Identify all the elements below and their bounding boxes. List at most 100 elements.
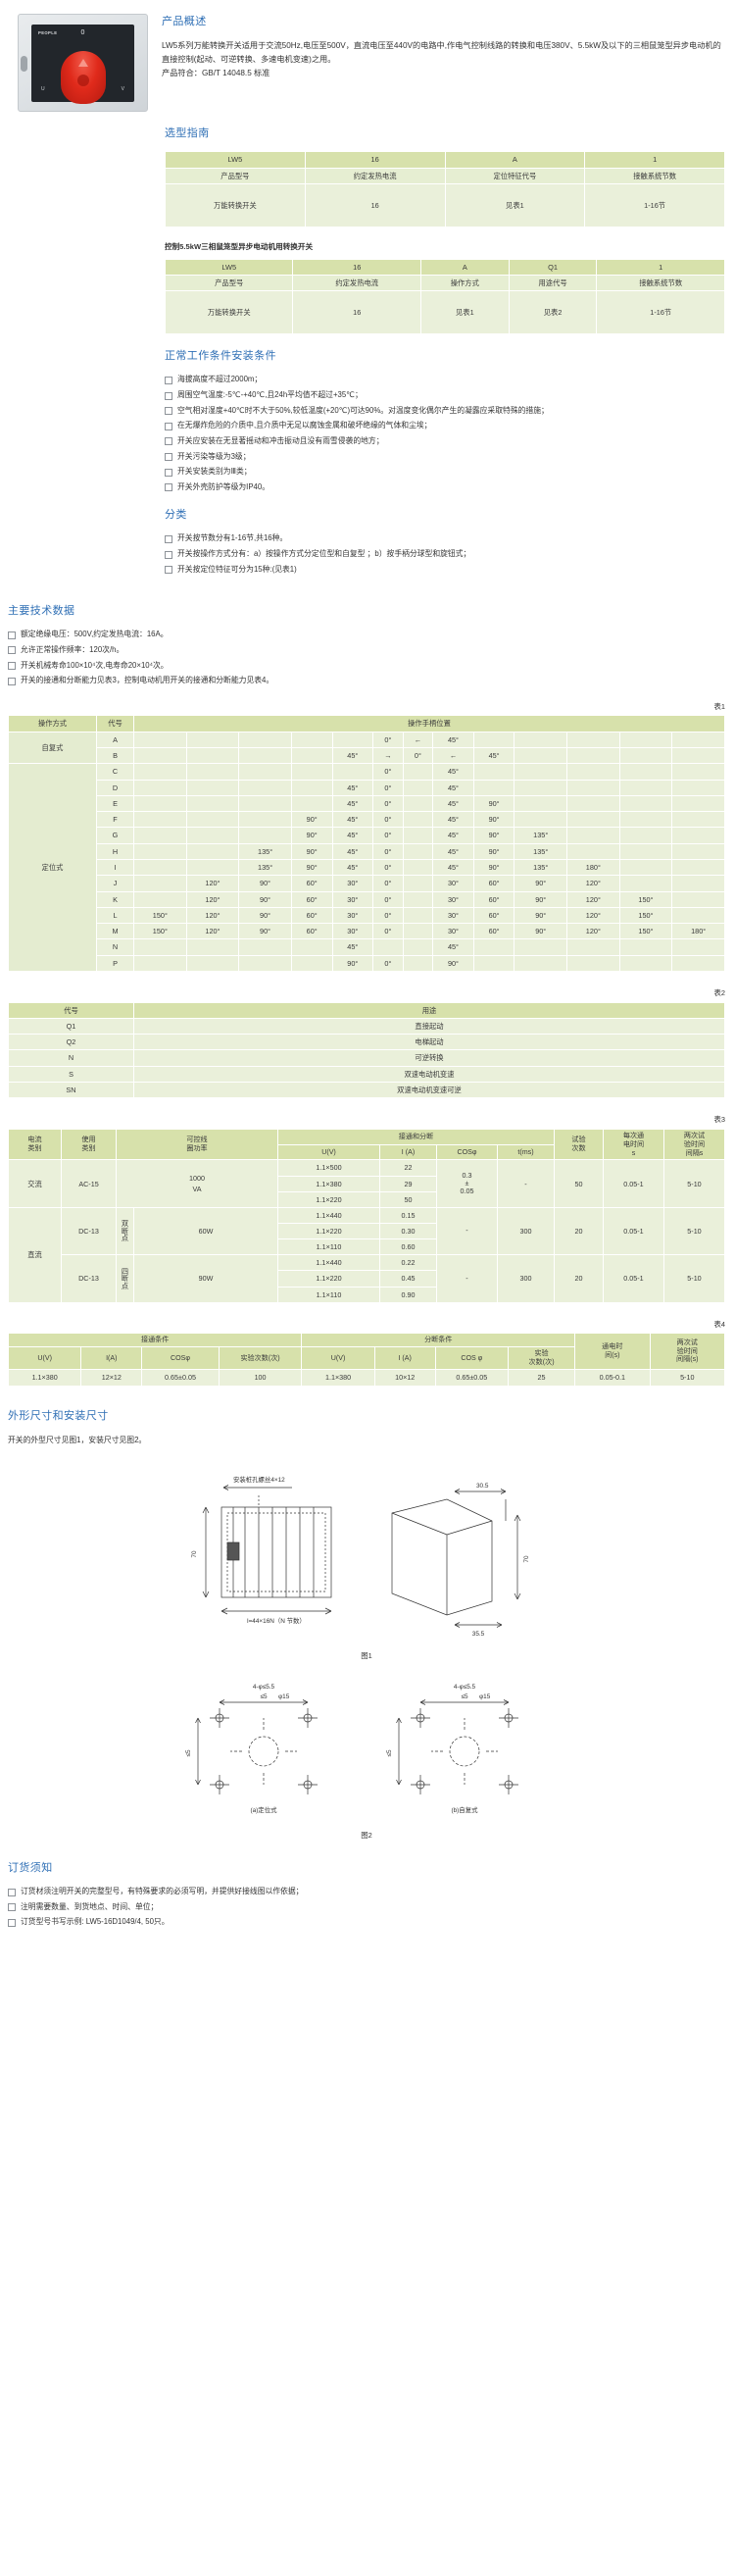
table-row: N 可逆转换 (8, 1049, 725, 1067)
t1-cell: 90° (514, 906, 568, 925)
table4: 接通条件 分断条件 通电时 间(s) 两次试 验时间 间隔(s) U(V) I(A) CO… (7, 1333, 726, 1387)
techdata-title: 主要技术数据 (8, 605, 75, 618)
t3-head-cos: COSφ (436, 1143, 498, 1161)
t4-head-3: 实验次数(次) (218, 1346, 303, 1370)
t1-cell (290, 731, 333, 748)
t1-cell (566, 746, 620, 765)
t1-cell (566, 954, 620, 973)
t1-cell: 0° (372, 890, 404, 908)
t1-cell: 90° (238, 906, 292, 925)
t1-cell: 180° (671, 923, 725, 940)
t3-current-type: 直流 (8, 1206, 62, 1303)
t1-code: H (96, 842, 134, 861)
t1-cell: 45° (472, 746, 515, 765)
conditions-section: 正常工作条件安装条件 海拔高度不超过2000m； 周围空气温度:-5℃-+40℃… (0, 348, 735, 493)
t3-coil-sub: 四断点 (116, 1254, 134, 1303)
fig1-bottom-right-dim: 35.5 (472, 1631, 485, 1638)
t1-cell: 45° (331, 811, 374, 829)
t4-head-7: 实验 次数(次) (507, 1346, 576, 1370)
t1-cell (514, 731, 568, 748)
t1-cell (566, 811, 620, 829)
fig2a-sub-caption: (a)定位式 (251, 1805, 278, 1814)
t3-current: 0.60 (379, 1238, 437, 1256)
table-row: E 45° 0° 45° 90° (9, 794, 725, 813)
t1-cell: 45° (331, 938, 374, 956)
t3-on-time: 0.05-1 (603, 1254, 664, 1303)
t1-cell: 0° (372, 923, 404, 940)
table-row: 1.1×110 0.90 (9, 1286, 725, 1303)
switch-faceplate: PEOPLE 0 U V (31, 25, 134, 104)
t1-cell (238, 827, 292, 844)
figure-2-caption: 图2 (361, 1830, 372, 1840)
table4-number: 表4 (713, 1319, 725, 1329)
sel2-value-4: 1-16节 (596, 290, 725, 335)
table-row: K 120° 90° 60° 30° 0° 30° 60° 90° 120° 150° (9, 890, 725, 908)
table-row: 直流 DC-13 双断点 60W 1.1×440 0.15-300 20 0.05-1 5-10 (8, 1206, 725, 1303)
list-item: 开关按节数分有1-16节,共16种。 (165, 532, 725, 545)
t1-cell: 90° (432, 954, 474, 973)
sel1-value-0: 万能转换开关 (165, 182, 306, 227)
t4-cell: 0.65±0.05 (141, 1368, 220, 1387)
sel2-code-2: A (419, 258, 510, 277)
sel1-value-1: 16 (304, 182, 446, 227)
table-row: 自复式 A 0° ← 45° (8, 731, 725, 765)
t1-cell (671, 842, 725, 861)
t1-cell (238, 779, 292, 796)
t1-code: I (96, 858, 134, 877)
t3-head-on-time: 每次通 电时间 s (603, 1128, 664, 1161)
t1-cell: 90° (290, 811, 333, 829)
t1-cell: 45° (331, 746, 374, 765)
t3-voltage: 1.1×500 (277, 1159, 380, 1177)
dimensions-title: 外形尺寸和安装尺寸 (8, 1409, 109, 1422)
t1-head-mode: 操作方式 (8, 715, 97, 732)
sel2-code-3: Q1 (508, 258, 598, 277)
t1-cell: 120° (566, 906, 620, 925)
table1-number: 表1 (713, 701, 725, 711)
t1-cell: 120° (566, 923, 620, 940)
t1-cell: 0° (402, 746, 434, 765)
t1-cell (238, 954, 292, 973)
t1-cell (514, 779, 568, 796)
t1-cell: 45° (432, 779, 474, 796)
table2-number: 表2 (713, 988, 725, 998)
t1-cell: 135° (238, 842, 292, 861)
fig2a-dim-h: ≤5 (260, 1693, 268, 1700)
t3-head-coil-power: 可控线 圈功率 (116, 1128, 278, 1161)
t1-cell (133, 938, 187, 956)
fig2b-hole-label: 4-φ≤5.5 (454, 1684, 476, 1691)
t1-cell: 45° (432, 858, 474, 877)
t3-voltage: 1.1×220 (277, 1222, 380, 1240)
list-item: 开关机械寿命100×10⁴次,电寿命20×10⁴次。 (8, 660, 725, 673)
t3-head-util-type: 使用 类别 (61, 1128, 117, 1161)
t4-head-break: 分断条件 (301, 1333, 576, 1348)
list-item: 额定绝缘电压：500V,约定发热电流：16A。 (8, 629, 725, 641)
t1-cell: 60° (290, 923, 333, 940)
t1-cell: 150° (133, 923, 187, 940)
t4-head-4: U(V) (301, 1346, 375, 1370)
t3-head-interval: 两次试 验时间 间隔s (663, 1128, 725, 1161)
table-row: L 150° 120° 90° 60° 30° 0° 30° 60° 90° 120° 150° (9, 906, 725, 925)
t1-code: E (96, 794, 134, 813)
t3-head-i: I (A) (379, 1143, 437, 1161)
t3-coil-power: 90W (133, 1254, 278, 1303)
t1-cell (514, 954, 568, 973)
t4-head-0: U(V) (7, 1346, 82, 1370)
sel2-meaning-0: 产品型号 (164, 275, 294, 292)
list-item: 周围空气温度:-5℃-+40℃,且24h平均值不超过+35℃； (165, 389, 725, 402)
t3-head-test-count: 试验 次数 (554, 1128, 604, 1161)
t1-cell (133, 890, 187, 908)
table-row: F 90° 45° 0° 45° 90° (9, 811, 725, 829)
t1-cell (238, 731, 292, 748)
table4-section: 表4 接通条件 分断条件 通电时 间(s) 两次试 验时间 间隔(s) U(V) I(A… (0, 1319, 735, 1387)
t1-cell: 150° (618, 890, 673, 908)
t3-on-time: 0.05-1 (603, 1206, 664, 1256)
t4-head-6: COS φ (434, 1346, 509, 1370)
t3-head-u: U(V) (277, 1143, 380, 1161)
t1-cell (238, 763, 292, 781)
sel1-meaning-0: 产品型号 (165, 167, 306, 184)
order-list: 订货材须注明开关的完整型号，有特殊要求的必须写明，并提供好接线图以作依据； 注明… (8, 1886, 725, 1929)
t1-head-positions: 操作手柄位置 (133, 715, 725, 732)
t4-cell: 0.05-0.1 (574, 1368, 651, 1387)
sel1-meaning-3: 接触系统节数 (584, 167, 725, 184)
t1-cell (618, 811, 673, 829)
